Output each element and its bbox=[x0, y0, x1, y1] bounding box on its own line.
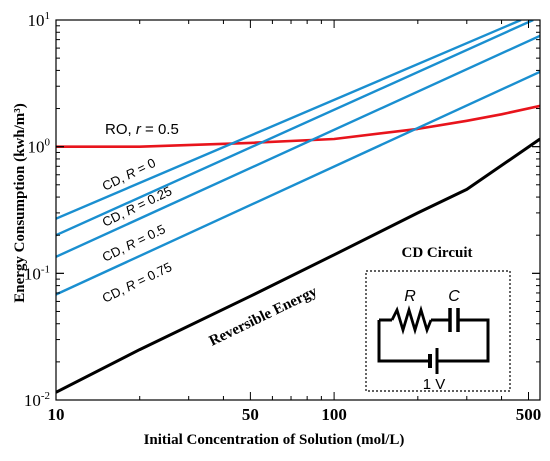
series-line-ro-r-0-5 bbox=[56, 104, 540, 148]
series-line-cd-r-0-5 bbox=[56, 34, 540, 258]
x-tick-label: 10 bbox=[48, 405, 65, 424]
resistor-label: R bbox=[404, 288, 416, 305]
tick-layer: 10 50 100 500 10-2 10-1 100 101 bbox=[24, 10, 541, 424]
x-axis-title: Initial Concentration of Solution (mol/L… bbox=[144, 432, 405, 448]
series-label-ro-r-0-5: RO, r = 0.5 bbox=[105, 121, 179, 138]
x-tick-label: 100 bbox=[321, 405, 347, 424]
y-tick-label: 10-1 bbox=[24, 263, 50, 283]
series-line-reversible-energy bbox=[56, 137, 540, 394]
circuit-title: CD Circuit bbox=[402, 245, 473, 261]
y-tick-label: 100 bbox=[28, 137, 51, 157]
series-layer bbox=[56, 20, 540, 394]
series-line-cd-r-0-75 bbox=[56, 70, 540, 296]
x-tick-label: 50 bbox=[242, 405, 259, 424]
series-line-cd-r-0-25 bbox=[56, 20, 534, 237]
plot-frame bbox=[55, 19, 541, 401]
circuit-wire-right bbox=[437, 318, 490, 363]
circuit-inset: CD Circuit R C 1 V bbox=[365, 245, 511, 393]
x-tick-label: 500 bbox=[516, 405, 542, 424]
resistor-icon bbox=[390, 305, 433, 335]
y-axis-title: Energy Consumption (kwh/m³) bbox=[12, 103, 28, 303]
voltage-label: 1 V bbox=[423, 376, 446, 393]
series-line-cd-r-0 bbox=[56, 20, 522, 220]
circuit-wire-left bbox=[377, 320, 430, 363]
capacitor-label: C bbox=[448, 288, 460, 305]
y-tick-label: 10-2 bbox=[24, 390, 50, 410]
y-tick-label: 101 bbox=[28, 10, 51, 30]
